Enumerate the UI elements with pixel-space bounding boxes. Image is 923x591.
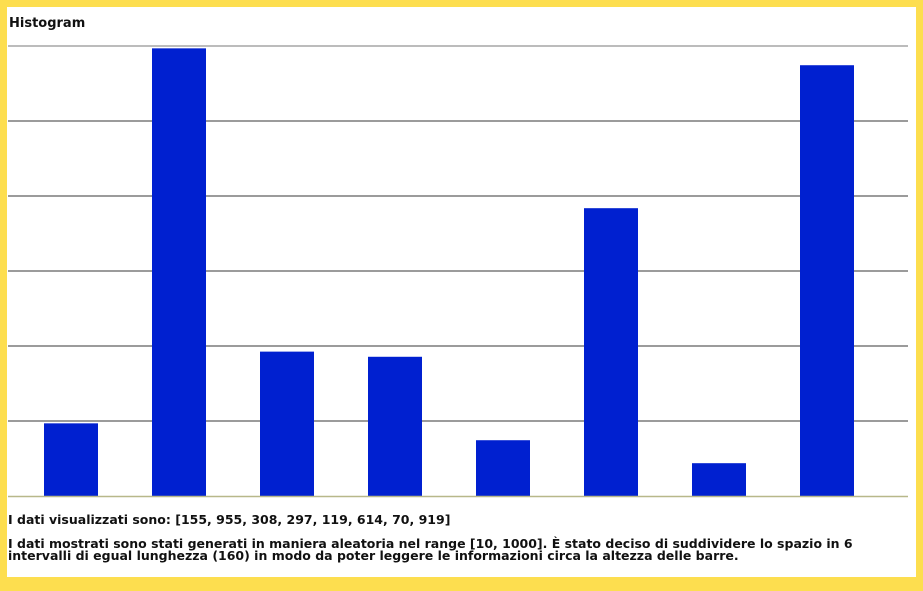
histogram-bar <box>44 423 98 496</box>
data-values-text: I dati visualizzati sono: [155, 955, 308… <box>8 512 451 527</box>
grid-lines <box>8 45 908 422</box>
histogram-bar <box>584 208 638 496</box>
histogram-bar <box>476 440 530 496</box>
histogram-bar <box>692 463 746 496</box>
bars <box>44 48 854 496</box>
histogram-bar <box>260 351 314 496</box>
histogram-bar <box>800 65 854 496</box>
histogram-bar <box>368 356 422 496</box>
chart-title: Histogram <box>9 16 86 31</box>
data-description-text: I dati mostrati sono stati generati in m… <box>8 536 853 563</box>
histogram-bar <box>152 48 206 496</box>
